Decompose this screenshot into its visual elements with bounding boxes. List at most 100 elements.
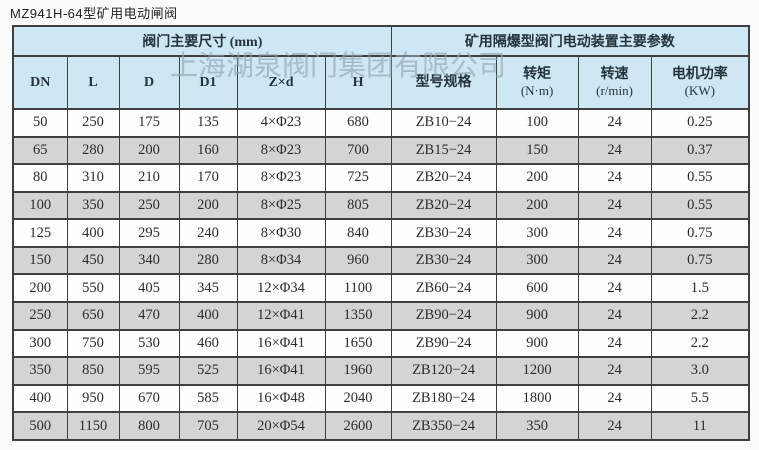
table-row: 125 400 295 240 8×Φ30 840 ZB30−24 300 24 0.75 [12, 218, 750, 248]
table-row: 500 1150 800 705 20×Φ54 2600 ZB350−24 350 24 11 [12, 411, 750, 441]
cell: 0.55 [650, 190, 750, 221]
cell: 150 [495, 135, 579, 166]
cell: 800 [118, 411, 180, 441]
cell: 200 [495, 163, 579, 193]
group-header-row: 阀门主要尺寸 (mm) 矿用隔爆型阀门电动装置主要参数 [12, 25, 750, 57]
cell: 700 [324, 135, 392, 166]
column-header: D1 [178, 55, 238, 110]
cell: 500 [12, 411, 68, 441]
cell: 950 [66, 383, 120, 414]
cell: 8×Φ25 [236, 190, 326, 221]
column-header-unit: (r/min) [596, 83, 633, 99]
cell: ZB350−24 [390, 411, 497, 441]
cell: 530 [118, 328, 180, 359]
cell: 135 [178, 108, 238, 138]
cell: 900 [495, 301, 579, 331]
page-title: MZ941H-64型矿用电动闸阀 [10, 6, 178, 21]
cell: 200 [178, 190, 238, 221]
cell: 24 [577, 163, 652, 193]
column-header: H [324, 55, 392, 110]
cell: 0.75 [650, 245, 750, 276]
table-row: 80 310 210 170 8×Φ23 725 ZB20−24 200 24 0.55 [12, 163, 750, 193]
cell: 12×Φ34 [236, 273, 326, 304]
cell: 16×Φ41 [236, 328, 326, 359]
cell: 80 [12, 163, 68, 193]
table-row: 300 750 530 460 16×Φ41 1650 ZB90−24 900 24 2.2 [12, 328, 750, 359]
table-row: 100 350 250 200 8×Φ25 805 ZB20−24 200 24 0.55 [12, 190, 750, 221]
cell: 24 [577, 190, 652, 221]
cell: 8×Φ30 [236, 218, 326, 248]
cell: 24 [577, 135, 652, 166]
cell: ZB20−24 [390, 163, 497, 193]
cell: 650 [66, 301, 120, 331]
cell: 24 [577, 218, 652, 248]
cell: 750 [66, 328, 120, 359]
table-row: 200 550 405 345 12×Φ34 1100 ZB60−24 600 24 1.5 [12, 273, 750, 304]
cell: 2.2 [650, 328, 750, 359]
cell: 840 [324, 218, 392, 248]
group-header-valve-dimensions: 阀门主要尺寸 (mm) [12, 25, 392, 57]
cell: 16×Φ41 [236, 356, 326, 386]
cell: 1650 [324, 328, 392, 359]
cell: 24 [577, 108, 652, 138]
column-header: 型号规格 [390, 55, 497, 110]
cell: 11 [650, 411, 750, 441]
cell: 125 [12, 218, 68, 248]
cell: 24 [577, 383, 652, 414]
cell: 310 [66, 163, 120, 193]
column-header-label: DN [30, 74, 51, 90]
cell: 405 [118, 273, 180, 304]
cell: 300 [495, 245, 579, 276]
cell: 680 [324, 108, 392, 138]
column-header: 转速 (r/min) [577, 55, 652, 110]
cell: 1100 [324, 273, 392, 304]
table-row: 50 250 175 135 4×Φ23 680 ZB10−24 100 24 0.25 [12, 108, 750, 138]
column-header: D [118, 55, 180, 110]
cell: ZB90−24 [390, 328, 497, 359]
cell: 1800 [495, 383, 579, 414]
cell: ZB120−24 [390, 356, 497, 386]
cell: 24 [577, 301, 652, 331]
cell: 8×Φ23 [236, 135, 326, 166]
cell: 24 [577, 273, 652, 304]
cell: 280 [178, 245, 238, 276]
cell: 705 [178, 411, 238, 441]
cell: 8×Φ23 [236, 163, 326, 193]
cell: 100 [495, 108, 579, 138]
cell: 350 [66, 190, 120, 221]
cell: 400 [12, 383, 68, 414]
cell: 900 [495, 328, 579, 359]
cell: ZB90−24 [390, 301, 497, 331]
cell: 470 [118, 301, 180, 331]
cell: 400 [178, 301, 238, 331]
cell: 585 [178, 383, 238, 414]
cell: 300 [12, 328, 68, 359]
cell: ZB20−24 [390, 190, 497, 221]
column-header: DN [12, 55, 68, 110]
cell: 1200 [495, 356, 579, 386]
cell: ZB10−24 [390, 108, 497, 138]
cell: 200 [118, 135, 180, 166]
cell: 1150 [66, 411, 120, 441]
cell: 2.2 [650, 301, 750, 331]
cell: 350 [495, 411, 579, 441]
cell: 525 [178, 356, 238, 386]
column-header-unit: (KW) [684, 83, 715, 99]
cell: 345 [178, 273, 238, 304]
cell: 3.0 [650, 356, 750, 386]
cell: 805 [324, 190, 392, 221]
column-header: 电机功率 (KW) [650, 55, 750, 110]
cell: 450 [66, 245, 120, 276]
cell: 1.5 [650, 273, 750, 304]
cell: 1960 [324, 356, 392, 386]
cell: 350 [12, 356, 68, 386]
cell: 100 [12, 190, 68, 221]
cell: 16×Φ48 [236, 383, 326, 414]
cell: 12×Φ41 [236, 301, 326, 331]
cell: 280 [66, 135, 120, 166]
cell: 960 [324, 245, 392, 276]
cell: 595 [118, 356, 180, 386]
cell: 175 [118, 108, 180, 138]
cell: 50 [12, 108, 68, 138]
cell: 24 [577, 245, 652, 276]
